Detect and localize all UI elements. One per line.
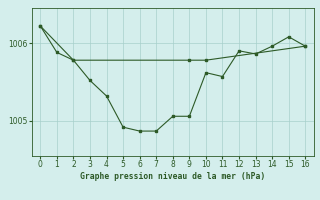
X-axis label: Graphe pression niveau de la mer (hPa): Graphe pression niveau de la mer (hPa): [80, 172, 265, 181]
